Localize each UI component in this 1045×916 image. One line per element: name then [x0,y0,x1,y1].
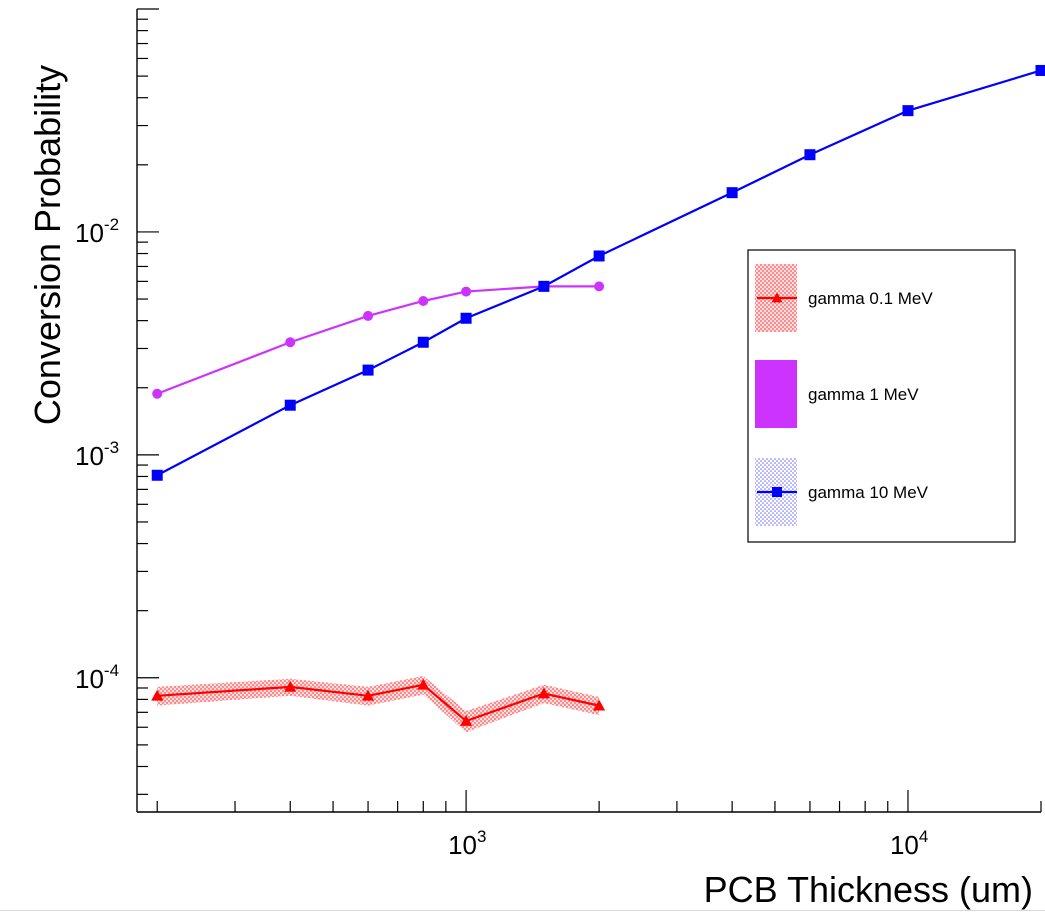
data-point-s2 [460,312,472,324]
bottom-divider [0,910,1045,911]
data-point-s1 [152,388,163,399]
data-point-s1 [363,310,374,321]
axes [136,8,1042,813]
data-point-s2 [284,399,296,411]
series-line-1 [156,285,600,395]
legend-marker-0 [771,292,783,303]
error-bands [157,675,600,733]
data-point-s0 [537,687,550,699]
data-point-s2 [593,250,605,262]
data-point-s2 [362,364,374,376]
data-point-s1 [461,286,472,297]
data-point-s2 [417,336,429,348]
legend-marker-2 [772,487,782,497]
legend-label-2: gamma 10 MeV [808,483,929,502]
x-axis-label: PCB Thickness (um) [704,869,1033,910]
y-tick-label: 10-2 [75,215,119,248]
data-point-s0 [593,699,606,711]
error-band-0 [157,675,600,733]
data-point-s0 [151,689,164,701]
data-point-s2 [1035,64,1045,76]
data-point-s2 [804,149,816,161]
legend-marker-1 [772,389,782,399]
data-point-s2 [902,105,914,117]
data-point-s2 [538,280,550,292]
y-axis-label: Conversion Probability [27,65,68,425]
data-point-s0 [284,680,297,692]
y-tick-label: 10-3 [75,438,119,471]
data-point-s1 [594,281,605,292]
legend: gamma 0.1 MeV gamma 1 MeV gamma 10 MeV [747,249,1016,543]
legend-label-1: gamma 1 MeV [808,385,919,404]
data-point-s1 [285,337,296,348]
data-point-s1 [418,295,429,306]
x-tick-label: 103 [448,827,486,860]
data-point-s0 [362,689,375,701]
data-point-s0 [417,678,430,690]
x-tick-label: 104 [890,827,928,860]
data-point-s2 [726,187,738,199]
data-point-s2 [151,469,163,481]
y-tick-label: 10-4 [75,661,119,694]
tick-labels: 10-4 10-3 10-2 103 104 [75,215,928,860]
legend-label-0: gamma 0.1 MeV [808,289,933,308]
series-markers [151,64,1045,726]
data-point-s0 [460,714,473,726]
